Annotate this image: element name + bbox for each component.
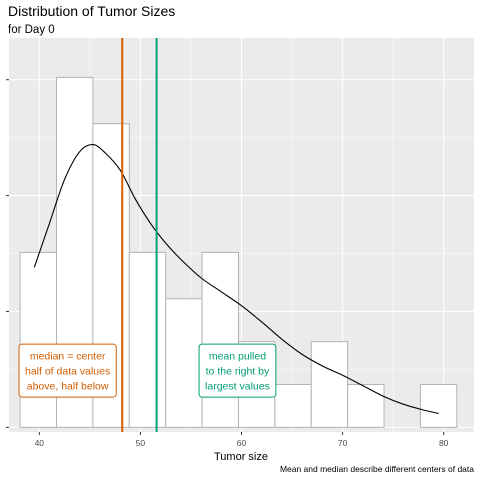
x-axis-label: Tumor size	[214, 451, 268, 463]
density-curve-layer	[33, 144, 439, 414]
x-axis: 40 50 60 70 80	[35, 432, 449, 448]
histogram-bar	[419, 383, 458, 428]
chart-title: Distribution of Tumor Sizes	[8, 3, 175, 19]
density-curve	[33, 144, 439, 414]
mean-annotation-line: mean pulled	[209, 351, 266, 363]
histogram-bar	[201, 251, 239, 428]
median-annotation-line: half of data values	[25, 366, 110, 378]
x-tick-label: 80	[439, 438, 449, 448]
median-annotation-line: median = center	[30, 351, 106, 363]
mean-annotation-box	[198, 343, 277, 398]
y-axis	[6, 79, 9, 428]
mean-annotation-line: to the right by	[206, 366, 270, 378]
median-annotation: median = center half of data values above,…	[18, 343, 117, 398]
histogram-bar	[165, 298, 203, 428]
histogram-bar	[347, 383, 385, 428]
x-tick-label: 70	[338, 438, 348, 448]
chart-caption: Mean and median describe different cente…	[280, 464, 474, 474]
reference-lines	[121, 38, 158, 432]
x-tick-label: 50	[136, 438, 146, 448]
x-tick-label: 60	[237, 438, 247, 448]
chart-subtitle: for Day 0	[8, 24, 55, 36]
annotations: median = center half of data values above,…	[18, 343, 277, 398]
histogram-bar	[128, 251, 167, 428]
x-tick-label: 40	[35, 438, 45, 448]
histogram-bar	[310, 341, 349, 428]
mean-annotation-line: largest values	[205, 381, 270, 393]
median-annotation-box	[18, 343, 117, 398]
median-annotation-line: above, half below	[27, 381, 109, 393]
mean-annotation: mean pulled to the right by largest values	[198, 343, 277, 398]
histogram-bar	[274, 383, 312, 428]
histogram-bar	[19, 251, 58, 428]
